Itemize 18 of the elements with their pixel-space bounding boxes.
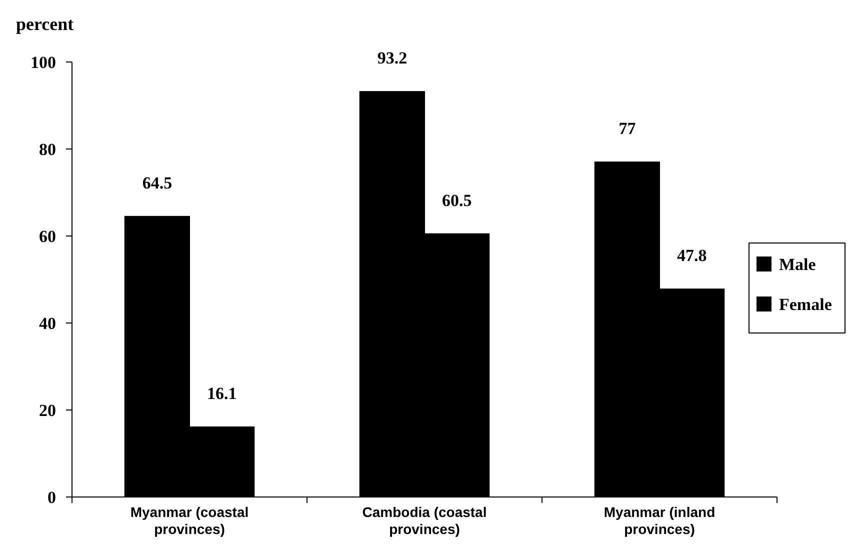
y-tick-label: 40 <box>39 314 56 333</box>
data-label: 64.5 <box>142 173 172 192</box>
legend-label: Male <box>779 255 816 274</box>
y-tick-label: 0 <box>48 488 56 507</box>
x-tick-label: Myanmar (inland provinces) <box>604 504 716 537</box>
data-label: 93.2 <box>377 48 408 68</box>
data-label: 47.8 <box>676 246 707 266</box>
y-tick-label: 20 <box>39 401 56 420</box>
legend-label: Female <box>779 295 832 314</box>
y-tick-label: 100 <box>30 53 56 72</box>
y-tick-label: 60 <box>39 227 56 246</box>
y-tick-label: 80 <box>39 140 56 159</box>
data-label: 60.5 <box>442 190 472 210</box>
x-tick-label: Myanmar (coastal provinces) <box>130 504 249 537</box>
data-label: 16.1 <box>206 384 237 403</box>
data-label: 77 <box>618 119 636 138</box>
x-tick-label: Cambodia (coastal provinces) <box>362 504 487 537</box>
y-axis-title: percent <box>16 14 74 34</box>
